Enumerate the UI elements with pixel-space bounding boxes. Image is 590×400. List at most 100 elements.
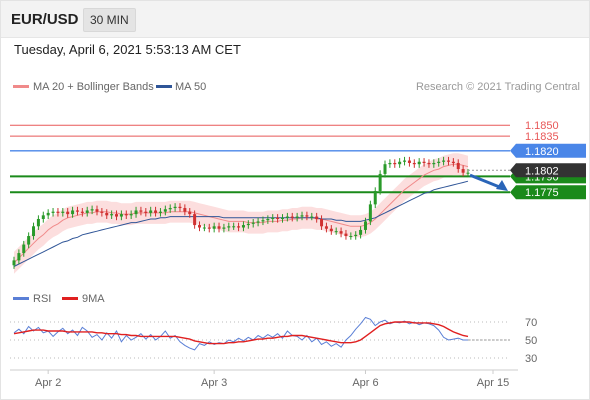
level-label-1: 1.1835 <box>525 131 559 143</box>
candle-body <box>354 234 358 237</box>
candle-body <box>193 214 197 226</box>
candle-body <box>442 160 446 162</box>
candle-body <box>173 206 177 209</box>
ma50-line <box>13 180 469 267</box>
candle-body <box>100 211 104 213</box>
candle-body <box>80 211 84 213</box>
candle-body <box>12 260 16 266</box>
candle-body <box>212 226 216 229</box>
candle-body <box>280 217 284 219</box>
candle-body <box>119 214 123 217</box>
candle-body <box>51 211 55 213</box>
forecast-arrow-shaft <box>469 173 503 190</box>
level-tag-4 <box>510 185 586 200</box>
candle-body <box>388 162 392 165</box>
candle-body <box>178 206 182 209</box>
level-label-0: 1.1850 <box>525 120 559 132</box>
candle-body <box>139 210 143 212</box>
rsi-legend-label: RSI <box>33 293 51 305</box>
level-label-2: 1.1820 <box>525 146 559 158</box>
candle-body <box>207 227 211 229</box>
candle-body <box>378 173 382 191</box>
candle-body <box>105 212 109 216</box>
candle-body <box>393 162 397 165</box>
x-tick-label-0: Apr 2 <box>35 377 61 389</box>
x-tick-label-3: Apr 15 <box>477 377 509 389</box>
candle-body <box>407 160 411 163</box>
candle-body <box>27 236 31 245</box>
candle-body <box>349 236 353 238</box>
candle-body <box>437 161 441 163</box>
candle-body <box>320 218 324 227</box>
candle-body <box>115 214 119 217</box>
candle-body <box>456 162 460 170</box>
candle-body <box>66 211 70 215</box>
bollinger-band <box>14 153 468 274</box>
candle-body <box>124 214 128 216</box>
candle-body <box>285 216 289 218</box>
candle-body <box>149 210 153 213</box>
candle-body <box>85 210 89 213</box>
candle-body <box>36 218 40 227</box>
candle-body <box>95 209 99 212</box>
candle-body <box>75 210 79 212</box>
candle-body <box>90 209 94 211</box>
candle-body <box>110 214 114 216</box>
candle-body <box>251 222 255 224</box>
candle-body <box>295 216 299 218</box>
candle-body <box>246 223 250 226</box>
candle-body <box>329 228 333 232</box>
credit-text: Research © 2021 Trading Central <box>416 81 580 93</box>
candle-body <box>300 215 304 217</box>
candle-body <box>422 161 426 163</box>
candle-body <box>41 215 45 219</box>
candle-body <box>222 227 226 229</box>
rsi-tick-label-0: 70 <box>525 317 537 329</box>
candle-body <box>290 216 294 218</box>
candle-body <box>451 161 455 163</box>
candle-body <box>134 210 138 215</box>
candle-body <box>271 217 275 219</box>
candle-body <box>241 225 245 228</box>
candle-body <box>432 162 436 165</box>
candle-body <box>305 215 309 217</box>
candle-body <box>237 226 241 228</box>
candle-body <box>32 226 36 237</box>
timeframe-badge[interactable]: 30 MIN <box>83 8 136 32</box>
ma20-legend-label: MA 20 + Bollinger Bands <box>33 81 154 93</box>
candle-body <box>359 229 363 235</box>
candle-body <box>334 231 338 233</box>
candle-body <box>46 212 50 216</box>
candle-body <box>183 208 187 212</box>
candle-body <box>61 211 65 213</box>
candle-body <box>154 210 158 213</box>
candle-body <box>383 164 387 174</box>
candle-body <box>198 225 202 228</box>
candle-body <box>168 208 172 210</box>
candle-body <box>344 233 348 237</box>
ma50-legend-swatch <box>156 85 172 88</box>
rsi-tick-label-1: 50 <box>525 335 537 347</box>
candle-body <box>368 204 372 222</box>
ma20-legend-swatch <box>13 85 29 88</box>
last-price-label: 1.1802 <box>525 165 559 177</box>
candle-body <box>227 226 231 228</box>
candle-body <box>232 226 236 228</box>
candle-body <box>417 161 421 165</box>
rsi-plot: 70 50 30 <box>10 316 537 365</box>
candle-body <box>202 227 206 229</box>
ma50-legend-label: MA 50 <box>175 81 206 93</box>
level-label-4: 1.1775 <box>525 187 559 199</box>
candle-body <box>188 211 192 215</box>
candle-body <box>315 216 319 219</box>
candle-body <box>446 160 450 162</box>
candle-body <box>276 217 280 219</box>
candle-body <box>461 169 465 173</box>
candle-body <box>56 211 60 213</box>
rsi-ma-line <box>13 321 469 345</box>
x-tick-label-1: Apr 3 <box>201 377 227 389</box>
x-axis: Apr 2 Apr 3 Apr 6 Apr 15 <box>35 370 509 389</box>
candle-body <box>158 211 162 213</box>
